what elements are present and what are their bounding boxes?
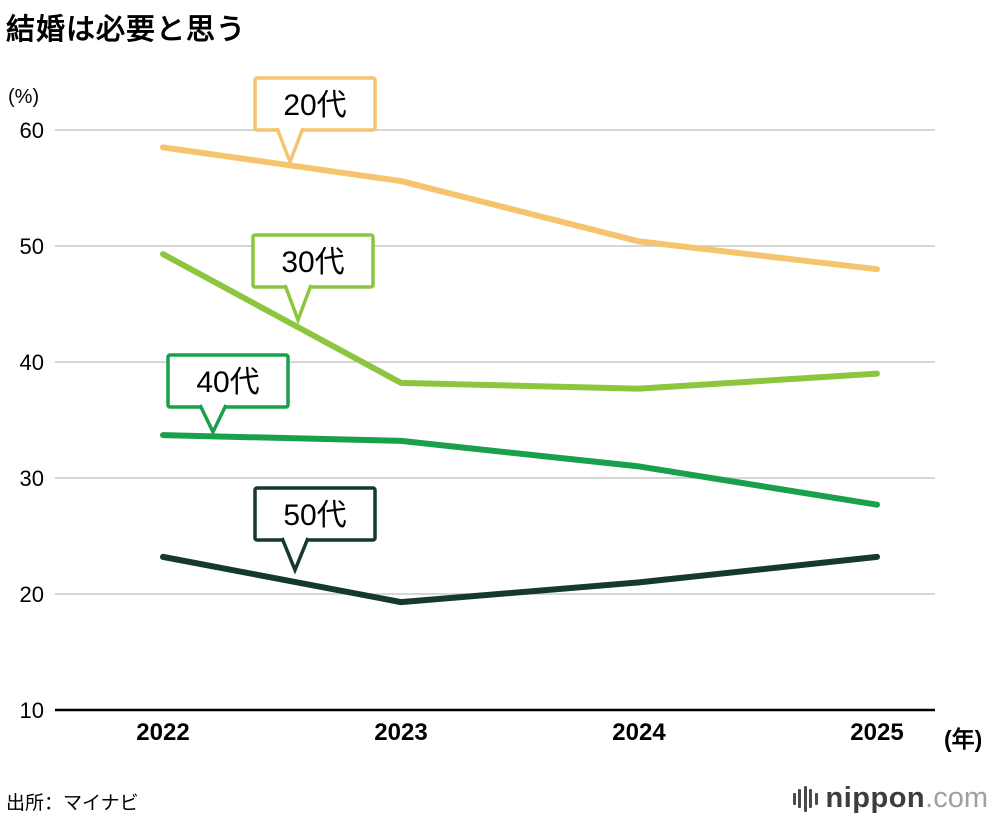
y-tick-label: 10 [20, 698, 44, 723]
y-tick-label: 40 [20, 350, 44, 375]
logo-name: nippon [825, 782, 926, 814]
page-title: 結婚は必要と思う [6, 14, 247, 46]
nippon-com-logo: nippon.com [792, 782, 988, 815]
callout-tail-2 [198, 404, 228, 437]
x-axis-unit-label: (年) [944, 726, 983, 752]
callout-tail-3 [280, 537, 310, 575]
logo-bars-icon [792, 784, 818, 814]
x-tick-label: 2025 [850, 719, 903, 746]
x-tick-label: 2022 [136, 719, 189, 746]
x-tick-label: 2024 [612, 719, 666, 746]
callout-box-3 [253, 486, 377, 542]
y-tick-label: 20 [20, 582, 44, 607]
series-line-1 [160, 251, 880, 392]
series-line-3 [160, 553, 880, 606]
callout-label-0: 20代 [283, 89, 346, 122]
callout-tail-1 [283, 284, 313, 326]
x-tick-label: 2023 [374, 719, 427, 746]
y-axis-unit-label: (%) [8, 86, 40, 108]
series-line-2 [160, 432, 880, 508]
callout-box-2 [166, 353, 290, 409]
logo-suffix: .com [925, 782, 988, 814]
callout-box-0 [253, 76, 377, 132]
callout-box-1 [251, 233, 375, 289]
y-tick-label: 50 [20, 234, 44, 259]
series-line-0 [160, 144, 880, 273]
y-tick-label: 30 [20, 466, 44, 491]
callout-label-1: 30代 [281, 246, 344, 279]
source-label: 出所：マイナビ [6, 793, 139, 814]
callout-tail-0 [275, 127, 305, 167]
callout-label-2: 40代 [196, 366, 259, 399]
callout-label-3: 50代 [283, 499, 346, 532]
y-tick-label: 60 [20, 118, 44, 143]
